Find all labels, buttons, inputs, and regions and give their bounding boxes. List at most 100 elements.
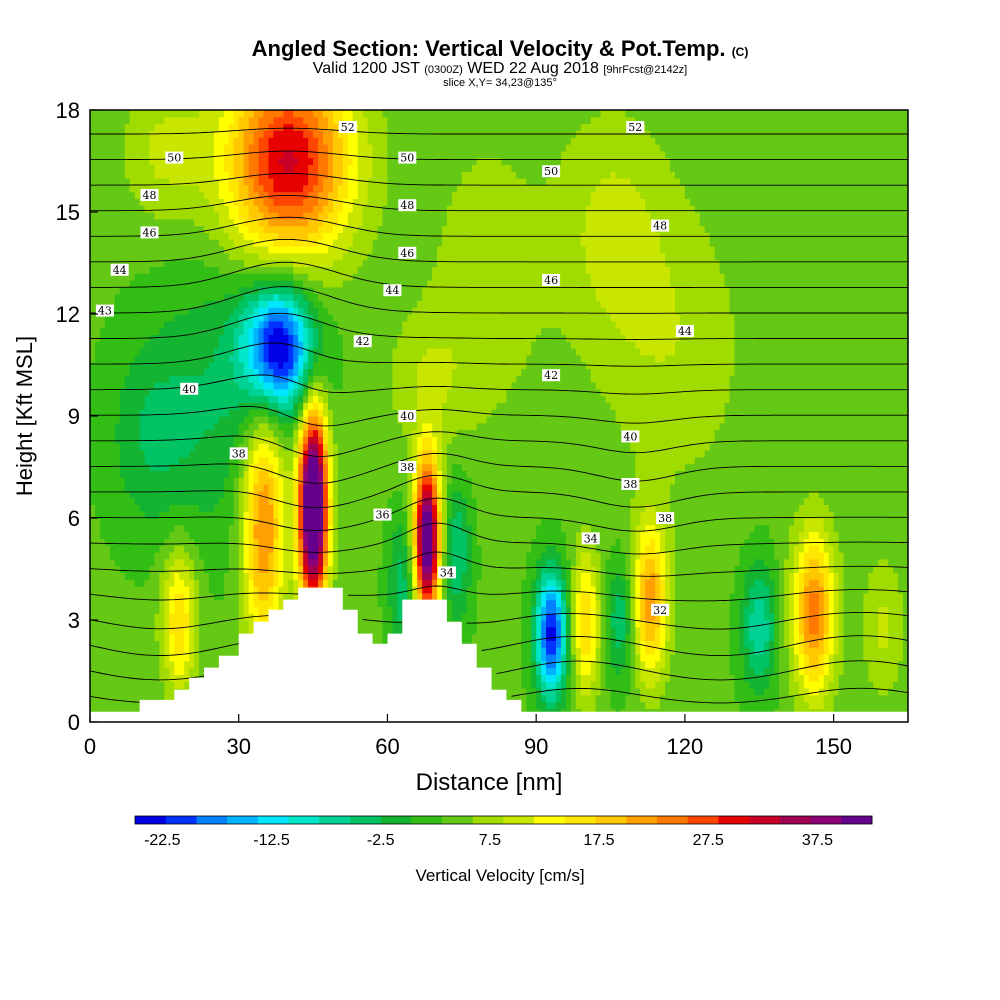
heatmap-cell xyxy=(327,552,334,560)
heatmap-cell xyxy=(357,178,364,186)
heatmap-cell xyxy=(243,348,250,356)
heatmap-cell xyxy=(223,280,230,288)
heatmap-cell xyxy=(94,531,101,539)
heatmap-cell xyxy=(189,613,195,621)
heatmap-cell xyxy=(228,327,235,335)
heatmap-cell xyxy=(189,456,195,465)
heatmap-cell xyxy=(293,579,299,587)
heatmap-cell xyxy=(124,246,131,254)
heatmap-cell xyxy=(119,531,126,539)
heatmap-cell xyxy=(199,327,205,335)
heatmap-cell xyxy=(303,579,309,587)
heatmap-cell xyxy=(223,620,230,628)
heatmap-cell xyxy=(238,157,245,165)
heatmap-cell xyxy=(303,388,309,397)
heatmap-cell xyxy=(119,293,126,301)
heatmap-cell xyxy=(119,484,126,492)
heatmap-cell xyxy=(228,490,235,499)
heatmap-cell xyxy=(298,531,304,539)
heatmap-cell xyxy=(134,647,141,655)
heatmap-cell xyxy=(352,164,359,172)
heatmap-cell xyxy=(223,422,230,431)
heatmap-cell xyxy=(303,552,309,560)
heatmap-cell xyxy=(129,701,136,709)
heatmap-cell xyxy=(134,436,141,444)
heatmap-cell xyxy=(258,484,265,492)
heatmap-cell xyxy=(273,171,279,179)
heatmap-cell xyxy=(199,395,205,403)
heatmap-cell xyxy=(283,470,289,478)
heatmap-cell xyxy=(159,368,165,376)
heatmap-cell xyxy=(99,518,106,526)
heatmap-cell xyxy=(332,429,339,437)
heatmap-cell xyxy=(104,314,111,322)
heatmap-cell xyxy=(323,511,329,519)
heatmap-cell xyxy=(139,266,146,274)
heatmap-cell xyxy=(268,443,275,451)
heatmap-cell xyxy=(323,116,329,125)
heatmap-cell xyxy=(94,524,101,533)
heatmap-cell xyxy=(218,266,225,274)
heatmap-cell xyxy=(159,674,165,682)
heatmap-cell xyxy=(129,300,136,308)
heatmap-cell xyxy=(218,157,225,165)
heatmap-cell xyxy=(124,110,131,118)
heatmap-cell xyxy=(129,205,136,213)
heatmap-cell xyxy=(337,198,344,206)
heatmap-cell xyxy=(159,504,165,512)
heatmap-cell xyxy=(248,592,255,601)
heatmap-cell xyxy=(293,137,299,145)
heatmap-cell xyxy=(134,225,141,233)
heatmap-cell xyxy=(129,606,136,614)
heatmap-cell xyxy=(303,137,309,145)
heatmap-cell xyxy=(114,484,121,492)
heatmap-cell xyxy=(218,531,225,539)
heatmap-cell xyxy=(114,565,121,573)
heatmap-cell xyxy=(253,150,260,159)
heatmap-cell xyxy=(208,456,215,465)
heatmap-cell xyxy=(258,205,265,213)
heatmap-cell xyxy=(144,409,151,417)
heatmap-cell xyxy=(94,470,101,478)
heatmap-cell xyxy=(303,436,309,444)
heatmap-cell xyxy=(313,395,319,403)
heatmap-cell xyxy=(278,470,284,478)
heatmap-cell xyxy=(90,198,96,206)
heatmap-cell xyxy=(298,375,304,383)
heatmap-cell xyxy=(90,694,96,703)
heatmap-cell xyxy=(288,395,294,403)
heatmap-cell xyxy=(362,484,369,492)
heatmap-cell xyxy=(109,701,116,709)
heatmap-cell xyxy=(194,429,200,437)
heatmap-cell xyxy=(144,252,151,261)
heatmap-cell xyxy=(90,314,96,322)
heatmap-cell xyxy=(129,375,136,383)
heatmap-cell xyxy=(248,361,255,369)
heatmap-cell xyxy=(134,620,141,628)
heatmap-cell xyxy=(169,198,175,206)
heatmap-cell xyxy=(159,620,165,628)
heatmap-cell xyxy=(327,273,334,281)
heatmap-cell xyxy=(223,409,230,417)
heatmap-cell xyxy=(204,266,210,274)
heatmap-cell xyxy=(273,456,279,465)
heatmap-cell xyxy=(208,613,215,621)
heatmap-cell xyxy=(124,280,131,288)
heatmap-cell xyxy=(268,341,275,349)
heatmap-cell xyxy=(139,361,146,369)
heatmap-cell xyxy=(169,334,175,342)
heatmap-cell xyxy=(174,123,180,131)
heatmap-cell xyxy=(179,348,185,356)
heatmap-cell xyxy=(273,429,279,437)
heatmap-cell xyxy=(238,252,245,261)
heatmap-cell xyxy=(218,137,225,145)
heatmap-cell xyxy=(337,144,344,152)
heatmap-cell xyxy=(179,130,185,138)
heatmap-cell xyxy=(139,395,146,403)
heatmap-cell xyxy=(323,286,329,295)
heatmap-cell xyxy=(114,552,121,560)
heatmap-cell xyxy=(99,178,106,186)
heatmap-cell xyxy=(213,273,220,281)
heatmap-cell xyxy=(94,273,101,281)
heatmap-cell xyxy=(288,375,294,383)
